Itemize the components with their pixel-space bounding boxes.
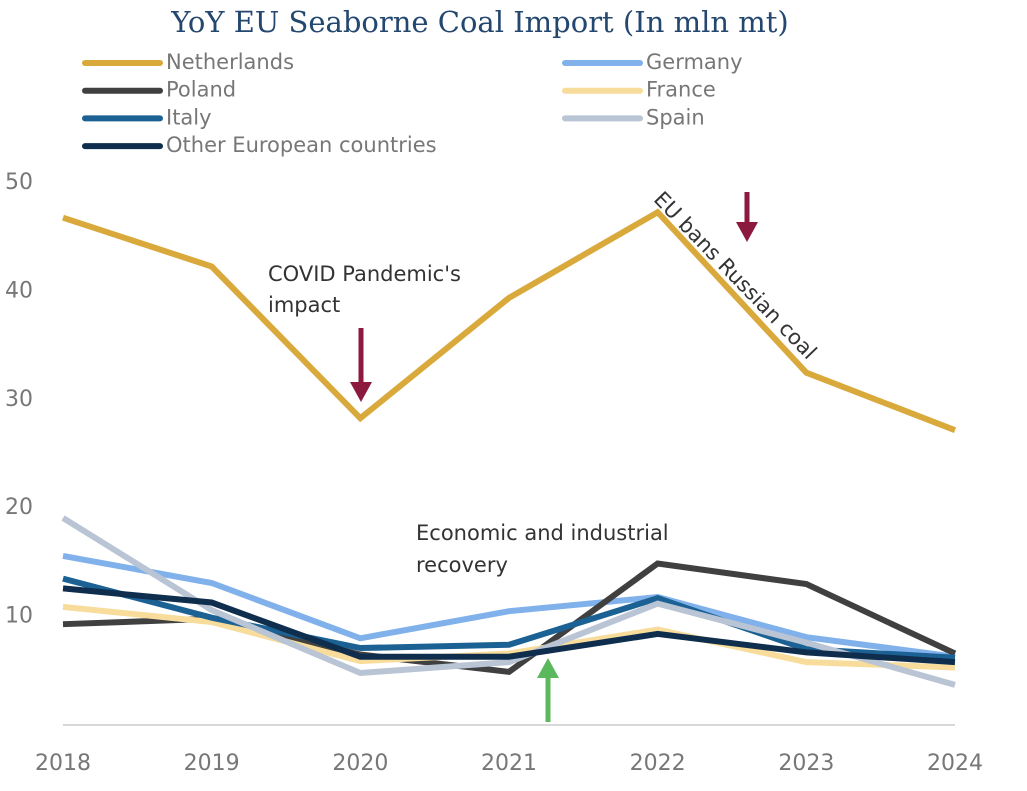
legend-label: Germany [646,50,743,74]
legend-label: Italy [166,105,212,129]
arrow-head [736,222,758,242]
y-tick-label: 20 [5,495,33,520]
x-tick-label: 2020 [332,751,388,776]
x-tick-label: 2019 [184,751,240,776]
legend-label: France [646,78,716,102]
series-line [61,515,956,688]
y-tick-label: 10 [5,604,33,629]
annotation: Economic and industrial recovery [416,521,669,577]
arrow-head [537,658,559,678]
annotation-line: recovery [416,553,508,577]
y-tick-label: 30 [5,387,33,412]
annotation-line: Economic and industrial [416,521,669,545]
x-tick-label: 2023 [778,751,834,776]
series-line [62,575,956,661]
y-tick-label: 50 [5,170,33,195]
series-lines [61,208,957,688]
x-tick-label: 2018 [35,751,91,776]
series-line [62,603,956,671]
legend-label: Netherlands [166,50,294,74]
annotation: COVID Pandemic's impact [268,262,461,317]
x-tick-label: 2024 [927,751,983,776]
y-tick-label: 40 [5,278,33,303]
legend-label: Poland [166,78,236,102]
series-line [62,208,957,433]
legend-label: Spain [646,105,705,129]
arrow-head [350,382,372,402]
annotation-line: impact [268,293,340,317]
chart-title: YoY EU Seaborne Coal Import (In mln mt) [170,5,788,39]
legend-label: Other European countries [166,133,437,157]
annotation-line: COVID Pandemic's [268,262,461,286]
series-line [62,552,956,660]
annotation: EU bans Russian coal [649,187,821,364]
x-tick-label: 2022 [630,751,686,776]
series-line [62,585,956,666]
x-tick-label: 2021 [481,751,537,776]
